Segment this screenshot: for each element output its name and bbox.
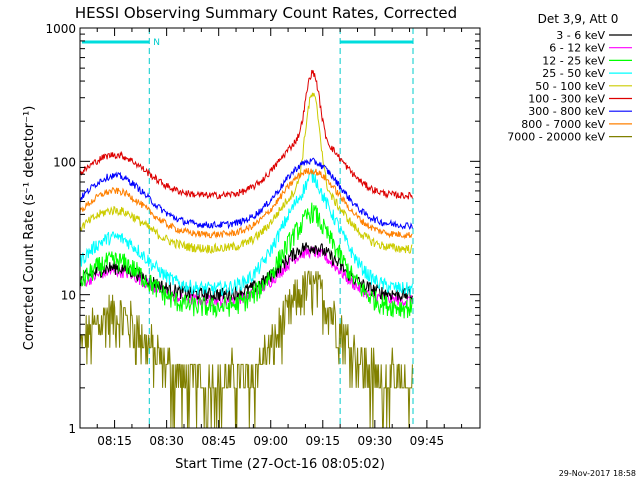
legend-entry-label: 50 - 100 keV — [535, 80, 605, 93]
legend-entry-label: 100 - 300 keV — [528, 93, 605, 106]
series-line-12-25keV — [79, 202, 413, 319]
footer-date: 29-Nov-2017 18:58 — [559, 469, 636, 478]
legend-entry-label: 6 - 12 keV — [549, 42, 605, 55]
legend-entry-label: 25 - 50 keV — [542, 67, 605, 80]
legend-title: Det 3,9, Att 0 — [538, 12, 619, 26]
x-tick-label: 09:15 — [305, 434, 340, 448]
plot-area: N — [79, 28, 414, 429]
x-tick-label: 09:45 — [410, 434, 445, 448]
series-line-300-800keV — [79, 157, 413, 230]
legend-entry-label: 300 - 800 keV — [528, 105, 605, 118]
x-axis-label: Start Time (27-Oct-16 08:05:02) — [175, 457, 385, 472]
series-line-800-7000keV — [79, 168, 413, 240]
legend-entry-label: 12 - 25 keV — [542, 54, 605, 67]
y-tick-label: 1 — [68, 422, 76, 436]
legend-entry-label: 3 - 6 keV — [556, 29, 605, 42]
axes: 08:15 08:30 08:45 09:00 09:15 09:30 09:45 1 10 10… — [45, 22, 480, 448]
x-tick-label: 08:30 — [149, 434, 184, 448]
night-marker-label: N — [153, 38, 160, 48]
series-line-50-100keV — [79, 92, 413, 255]
plot-frame — [79, 27, 481, 429]
x-tick-label: 08:45 — [201, 434, 236, 448]
y-tick-label: 1000 — [45, 22, 76, 36]
legend-entry-label: 7000 - 20000 keV — [507, 131, 605, 144]
series-line-25-50keV — [79, 169, 413, 297]
y-tick-label: 10 — [61, 289, 76, 303]
series-line-7000-20000keV — [79, 270, 413, 429]
chart-title: HESSI Observing Summary Count Rates, Cor… — [75, 4, 457, 22]
legend-entry-label: 800 - 7000 keV — [521, 118, 605, 131]
x-tick-label: 09:30 — [358, 434, 393, 448]
series-line-100-300keV — [79, 69, 413, 200]
x-tick-label: 09:00 — [253, 434, 288, 448]
x-tick-label: 08:15 — [97, 434, 132, 448]
y-axis-label: Corrected Count Rate (s⁻¹ detector⁻¹) — [22, 106, 37, 351]
y-tick-label: 100 — [53, 155, 76, 169]
